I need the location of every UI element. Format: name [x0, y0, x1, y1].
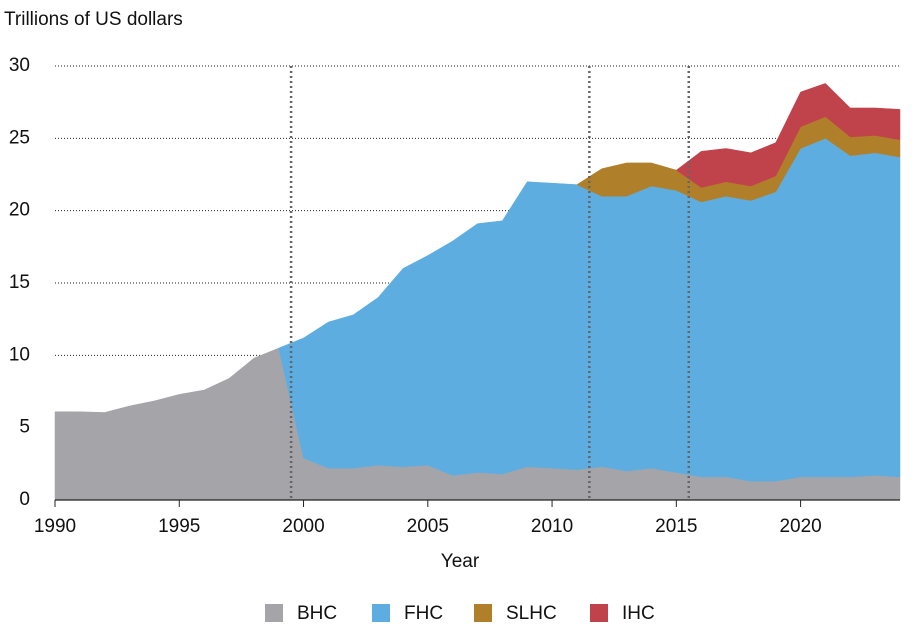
area — [675, 83, 901, 188]
x-tick-label: 2015 — [655, 516, 697, 537]
x-tick-label: 2020 — [779, 516, 821, 537]
y-tick-label: 10 — [9, 344, 30, 365]
legend-label: BHC — [297, 603, 337, 624]
y-tick-label: 20 — [9, 200, 30, 221]
x-tick-label: 2010 — [531, 516, 573, 537]
legend-swatch — [265, 604, 283, 622]
area — [278, 138, 901, 482]
y-tick-label: 0 — [19, 489, 30, 510]
y-tick-label: 15 — [9, 272, 30, 293]
y-tick-label: 30 — [9, 55, 30, 76]
x-tick-label: 1990 — [34, 516, 76, 537]
legend-label: SLHC — [506, 603, 557, 624]
x-tick-label: 2005 — [407, 516, 449, 537]
y-axis-title: Trillions of US dollars — [4, 9, 183, 30]
legend-swatch — [474, 604, 492, 622]
x-axis-title: Year — [441, 551, 480, 572]
x-tick-label: 1995 — [158, 516, 200, 537]
x-tick-label: 2000 — [282, 516, 324, 537]
legend-label: FHC — [404, 603, 443, 624]
y-tick-label: 25 — [9, 127, 30, 148]
legend-label: IHC — [622, 603, 655, 624]
y-tick-label: 5 — [19, 417, 30, 438]
legend-swatch — [590, 604, 608, 622]
legend-swatch — [372, 604, 390, 622]
